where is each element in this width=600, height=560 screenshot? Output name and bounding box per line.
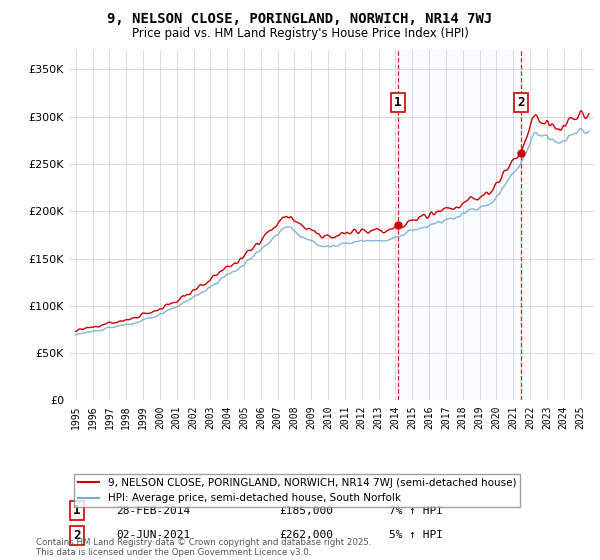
Text: 1: 1 xyxy=(394,96,402,109)
Bar xyxy=(398,50,521,400)
Text: £262,000: £262,000 xyxy=(279,530,333,540)
Text: 9, NELSON CLOSE, PORINGLAND, NORWICH, NR14 7WJ: 9, NELSON CLOSE, PORINGLAND, NORWICH, NR… xyxy=(107,12,493,26)
Text: 2: 2 xyxy=(517,96,524,109)
Text: Price paid vs. HM Land Registry's House Price Index (HPI): Price paid vs. HM Land Registry's House … xyxy=(131,27,469,40)
Text: 7% ↑ HPI: 7% ↑ HPI xyxy=(389,506,443,516)
Text: £185,000: £185,000 xyxy=(279,506,333,516)
Text: 28-FEB-2014: 28-FEB-2014 xyxy=(116,506,191,516)
Text: Contains HM Land Registry data © Crown copyright and database right 2025.
This d: Contains HM Land Registry data © Crown c… xyxy=(36,538,371,557)
Legend: 9, NELSON CLOSE, PORINGLAND, NORWICH, NR14 7WJ (semi-detached house), HPI: Avera: 9, NELSON CLOSE, PORINGLAND, NORWICH, NR… xyxy=(74,474,520,507)
Text: 02-JUN-2021: 02-JUN-2021 xyxy=(116,530,191,540)
Text: 5% ↑ HPI: 5% ↑ HPI xyxy=(389,530,443,540)
Text: 1: 1 xyxy=(73,504,80,517)
Text: 2: 2 xyxy=(73,529,80,542)
